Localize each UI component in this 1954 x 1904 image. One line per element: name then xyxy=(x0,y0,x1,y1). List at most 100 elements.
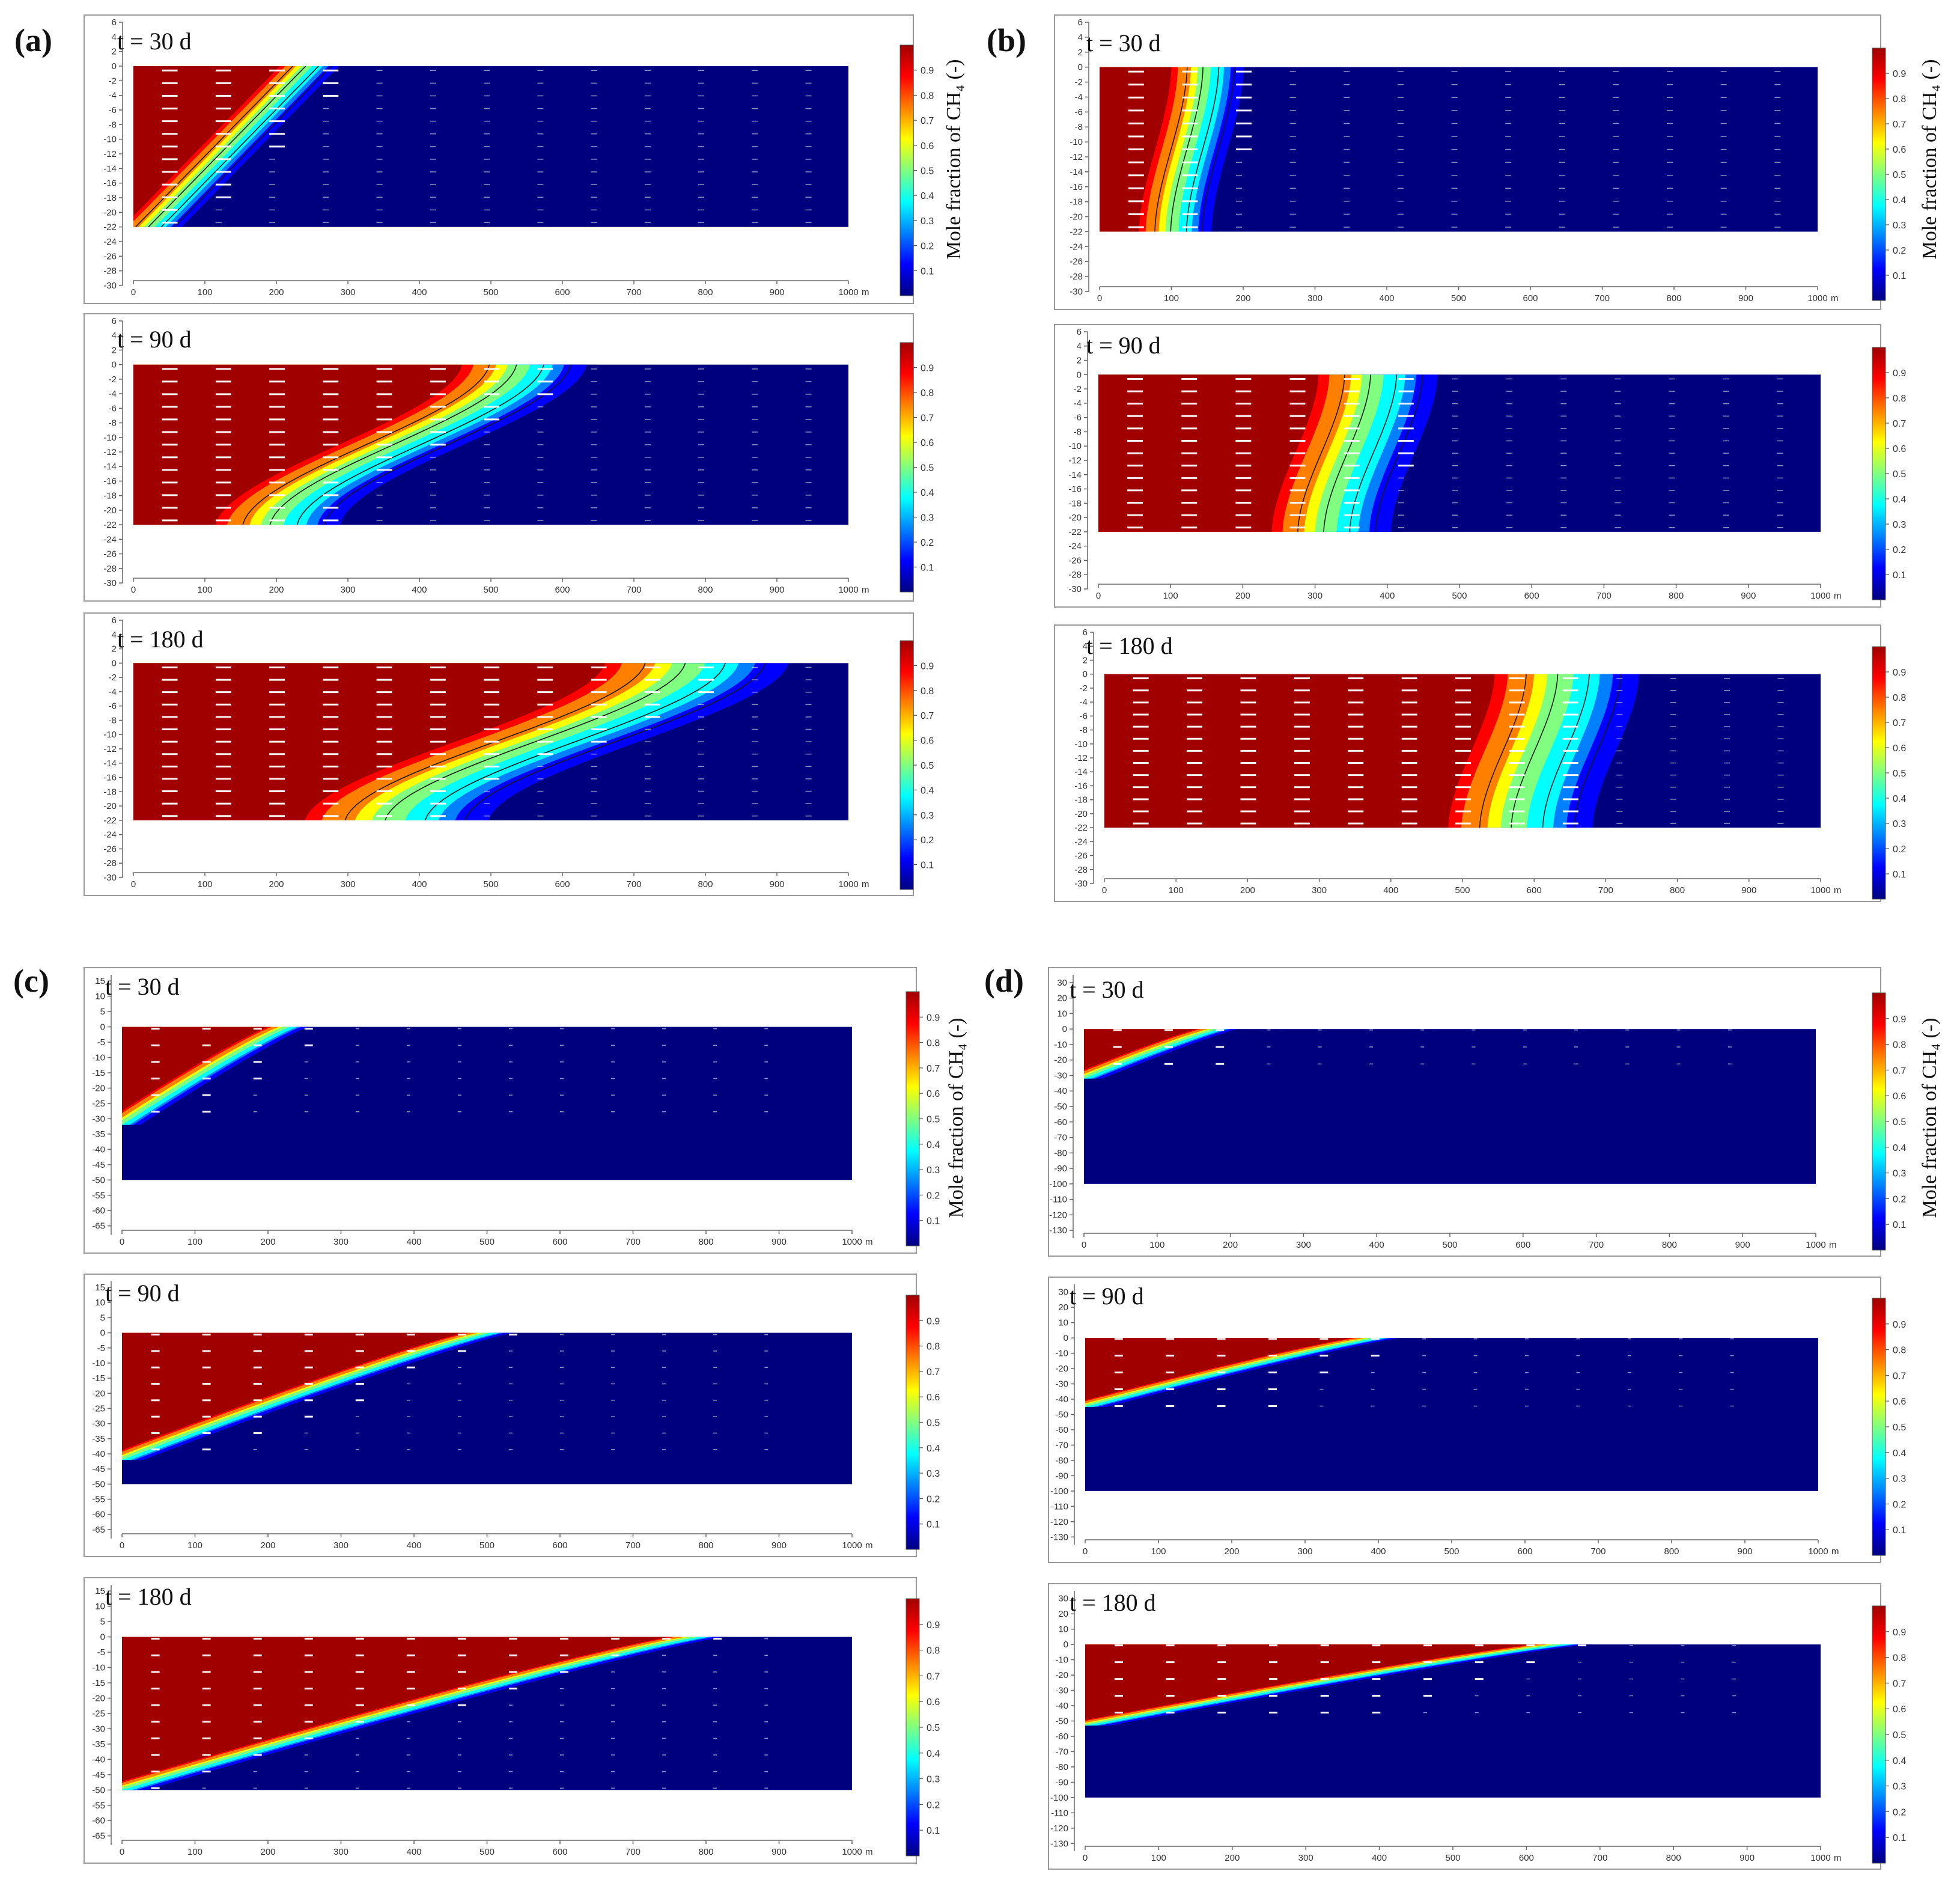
y-axis: 15 10 5 0 -5 -10 -15 -20 -25 -30 -35 -40 -45 -50 -55 -6… xyxy=(92,1281,112,1539)
colorbar: 0.1 0.2 0.3 0.4 0.5 0.6 0.7 0.8 0.9 xyxy=(1872,992,1906,1251)
colorbar-tick-label: 0.9 xyxy=(927,1316,940,1326)
x-tick-label: 800 xyxy=(698,287,713,298)
colorbar-tick-label: 0.9 xyxy=(1893,1015,1906,1025)
subplot-3: 6 4 2 0 -2 -4 -6 -8 -10 -12 -14 -16 -18 -20 -22 -24 -26 -… xyxy=(1054,624,1906,902)
subplot-2: 6 4 2 0 -2 -4 -6 -8 -10 -12 -14 -16 -18 -20 -22 -24 -26 -… xyxy=(1054,324,1906,608)
time-label: t = 30 d xyxy=(117,28,192,55)
y-tick-label: 20 xyxy=(1058,1302,1068,1313)
contour-line xyxy=(424,663,726,820)
y-tick-label: 2 xyxy=(1083,655,1088,665)
colorbar-tick-label: 0.6 xyxy=(1893,444,1906,454)
x-tick-label: 100 xyxy=(1169,885,1184,896)
y-tick-label: -16 xyxy=(103,476,117,486)
y-tick-label: -30 xyxy=(92,1419,105,1429)
contour-line xyxy=(1479,674,1527,828)
panel-a: (a) 6420-2-4-6-8-10-12-14-16-18-20-22-24-… xyxy=(14,14,965,896)
subplot-1: 6 4 2 0 -2 -4 -6 -8 -10 -12 -14 -16 -18 -20 -22 -24 -26 -… xyxy=(84,14,934,304)
x-tick-label: 300 xyxy=(1297,1546,1312,1557)
colorbar-tick-label: 0.6 xyxy=(1893,145,1906,155)
x-tick-label: 800 xyxy=(698,1540,713,1551)
x-tick-label: 700 xyxy=(625,1847,641,1857)
colorbar-tick-label: 0.4 xyxy=(927,1140,940,1150)
colorbar-tick-label: 0.4 xyxy=(921,488,934,498)
y-tick-label: 0 xyxy=(112,658,117,668)
x-tick-label: 900 xyxy=(1738,293,1753,304)
time-label: t = 180 d xyxy=(117,626,204,653)
subplot-2: 6 4 2 0 -2 -4 -6 -8 -10 -12 -14 -16 -18 -20 -22 -24 -26 -… xyxy=(84,313,934,602)
y-tick-label: -55 xyxy=(92,1191,105,1201)
y-tick-label: 2 xyxy=(1077,356,1082,366)
colorbar-tick-label: 0.9 xyxy=(921,364,934,374)
colorbar-tick-label: 0.3 xyxy=(921,513,934,523)
domain-background xyxy=(1084,1029,1816,1184)
colorbar-tick-label: 0.4 xyxy=(927,1444,940,1454)
y-tick-label: -18 xyxy=(1074,795,1088,805)
colorbar-tick-label: 0.1 xyxy=(1893,570,1906,581)
x-tick-label: 100 xyxy=(197,287,212,298)
y-tick-label: 15 xyxy=(95,1586,105,1596)
colorbar-tick-label: 0.9 xyxy=(927,1620,940,1631)
y-tick-label: 15 xyxy=(95,1283,105,1293)
y-tick-label: -20 xyxy=(92,1388,105,1399)
y-axis: 15 10 5 0 -5 -10 -15 -20 -25 -30 -35 -40 -45 -50 -55 -6… xyxy=(92,1585,112,1845)
y-tick-label: -10 xyxy=(1074,739,1088,749)
x-tick-label: 600 xyxy=(555,287,570,298)
y-tick-label: -130 xyxy=(1050,1532,1068,1542)
y-tick-label: -26 xyxy=(103,251,117,261)
y-tick-label: 10 xyxy=(95,992,105,1002)
colorbar-tick-label: 0.7 xyxy=(927,1367,940,1378)
x-axis: 0 100 200 300 400 500 600 700 800 900 1000 m xyxy=(1083,1846,1842,1863)
y-tick-label: -65 xyxy=(92,1525,105,1535)
x-tick-label: 0 xyxy=(1083,1853,1088,1863)
y-tick-label: -8 xyxy=(1075,122,1083,132)
contour-line xyxy=(1185,67,1220,232)
x-axis: 0 100 200 300 400 500 600 700 800 900 1000 m xyxy=(131,872,869,889)
y-tick-label: 2 xyxy=(112,644,117,654)
y-tick-label: -12 xyxy=(1068,456,1082,466)
x-tick-label: 1000 xyxy=(1810,885,1830,896)
y-tick-label: -12 xyxy=(103,744,117,754)
y-tick-label: 10 xyxy=(1058,1625,1068,1635)
y-tick-label: -24 xyxy=(1068,542,1082,552)
y-tick-label: 6 xyxy=(1078,17,1083,28)
x-tick-label: 600 xyxy=(1527,885,1542,896)
y-tick-label: -2 xyxy=(109,76,117,86)
y-axis: 6 4 2 0 -2 -4 -6 -8 -10 -12 -14 -16 -18 -20 -22 -24 -26 -… xyxy=(1070,17,1089,297)
ch4-field xyxy=(133,663,812,820)
y-tick-label: -20 xyxy=(1068,513,1082,523)
colorbar-tick-label: 0.8 xyxy=(1893,693,1906,703)
y-tick-label: 30 xyxy=(1057,978,1067,988)
y-tick-label: -10 xyxy=(1070,137,1083,147)
y-tick-label: 0 xyxy=(100,1632,105,1643)
y-tick-label: 30 xyxy=(1058,1287,1068,1298)
colorbar: 0.1 0.2 0.3 0.4 0.5 0.6 0.7 0.8 0.9 xyxy=(899,640,934,890)
colorbar-tick-label: 0.9 xyxy=(1893,668,1906,678)
y-axis: 6 4 2 0 -2 -4 -6 -8 -10 -12 -14 -16 -18 -20 -22 -24 -26 -… xyxy=(1068,327,1088,594)
x-tick-label: 500 xyxy=(1451,293,1466,304)
x-tick-label: 300 xyxy=(1307,591,1322,601)
panel-label: (c) xyxy=(13,963,49,999)
y-tick-label: -12 xyxy=(1074,753,1088,763)
time-label: t = 90 d xyxy=(1070,1283,1144,1310)
y-tick-label: -16 xyxy=(1070,182,1083,192)
y-tick-label: -25 xyxy=(92,1709,105,1719)
y-axis: 6 4 2 0 -2 -4 -6 -8 -10 -12 -14 -16 -18 -20 -22 -24 -26 -… xyxy=(103,615,123,883)
y-tick-label: -8 xyxy=(1074,427,1082,437)
contour-line xyxy=(242,364,490,525)
x-axis: 0 100 200 300 400 500 600 700 800 900 1000 m xyxy=(131,578,869,595)
subplot-2: 15 10 5 0 -5 -10 -15 -20 -25 -30 -35 -40 -45 -50 -55 -6… xyxy=(84,1274,940,1557)
x-tick-label: 0 xyxy=(131,287,136,298)
y-tick-label: -24 xyxy=(1074,837,1088,847)
x-tick-label: 200 xyxy=(1235,293,1250,304)
x-tick-label: 200 xyxy=(1235,591,1250,601)
colorbar-tick-label: 0.6 xyxy=(921,438,934,448)
x-tick-label: 300 xyxy=(333,1847,348,1857)
y-tick-label: -45 xyxy=(92,1770,105,1780)
colorbar-tick-label: 0.2 xyxy=(927,1800,940,1810)
ch4-field xyxy=(133,364,812,525)
x-unit-label: m xyxy=(1834,1853,1842,1863)
colorbar-tick-label: 0.9 xyxy=(1893,1628,1906,1638)
y-tick-label: 0 xyxy=(1064,1333,1068,1343)
colorbar-tick-label: 0.2 xyxy=(921,538,934,548)
colorbar-tick-label: 0.8 xyxy=(927,1039,940,1049)
